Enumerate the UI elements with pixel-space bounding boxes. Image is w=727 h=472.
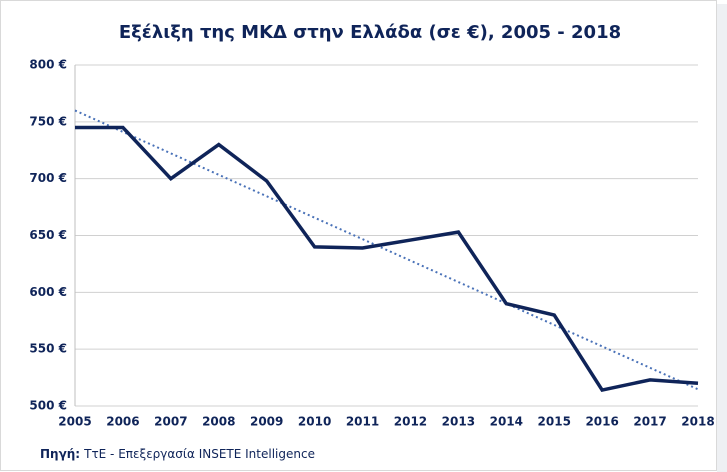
x-tick-label: 2010: [298, 415, 331, 429]
y-tick-label: 500 €: [29, 399, 67, 413]
y-tick-label: 800 €: [29, 58, 67, 72]
source-text: ΤτΕ - Επεξεργασία INSETE Intelligence: [83, 447, 315, 461]
shadow: [717, 4, 727, 472]
x-tick-label: 2015: [538, 415, 571, 429]
y-tick-label: 700 €: [29, 171, 67, 185]
y-tick-label: 550 €: [29, 342, 67, 356]
x-tick-label: 2017: [633, 415, 666, 429]
trendline: [74, 109, 699, 391]
x-tick-label: 2006: [106, 415, 139, 429]
x-tick-label: 2011: [346, 415, 379, 429]
x-tick-label: 2008: [202, 415, 235, 429]
y-tick-label: 650 €: [29, 228, 67, 242]
y-tick-label: 600 €: [29, 285, 67, 299]
x-tick-label: 2014: [490, 415, 523, 429]
x-tick-label: 2016: [585, 415, 618, 429]
x-tick-label: 2013: [442, 415, 475, 429]
x-tick-label: 2009: [250, 415, 283, 429]
x-tick-label: 2018: [681, 415, 714, 429]
chart-title: Εξέλιξη της ΜΚΔ στην Ελλάδα (σε €), 2005…: [119, 22, 621, 43]
x-tick-label: 2007: [154, 415, 187, 429]
x-tick-label: 2012: [394, 415, 427, 429]
line-series: [75, 125, 699, 393]
source: Πηγή: ΤτΕ - Επεξεργασία INSETE Intelligen…: [40, 447, 315, 461]
x-tick-label: 2005: [58, 415, 91, 429]
source-label: Πηγή:: [40, 447, 80, 461]
y-tick-label: 750 €: [29, 114, 67, 128]
